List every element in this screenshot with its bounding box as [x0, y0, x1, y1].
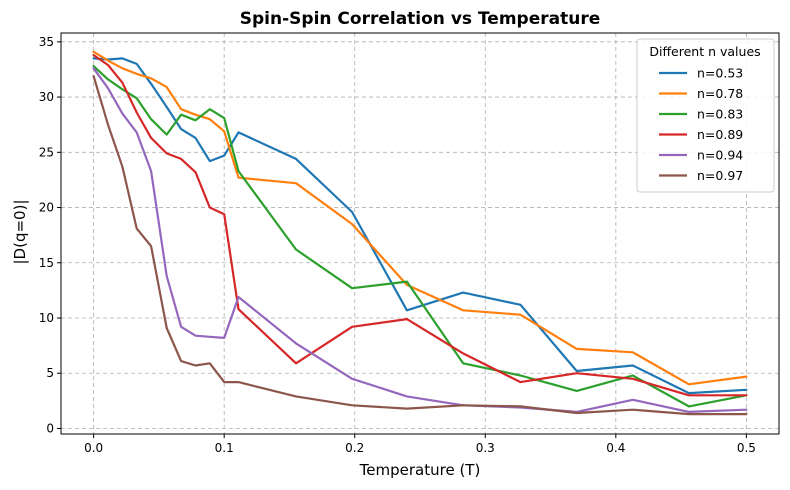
- series-line-n-0-78: [92, 50, 748, 386]
- legend-entries: n=0.53 n=0.78 n=0.83 n=0.89 n=0.94 n=0.97: [659, 66, 743, 183]
- chart-title: Spin-Spin Correlation vs Temperature: [240, 9, 600, 29]
- x-tick-label: 0.2: [345, 441, 364, 455]
- legend-label: n=0.53: [697, 66, 743, 81]
- y-tick-label: 10: [39, 311, 54, 325]
- y-tick-label: 15: [39, 256, 54, 270]
- x-axis-ticks: 0.0 0.1 0.2 0.3 0.4 0.5: [84, 434, 756, 455]
- legend-label: n=0.94: [697, 148, 743, 163]
- x-tick-label: 0.3: [476, 441, 495, 455]
- y-tick-label: 25: [39, 145, 54, 159]
- legend-label: n=0.78: [697, 86, 743, 101]
- legend-label: n=0.89: [697, 127, 743, 142]
- y-tick-label: 20: [39, 201, 54, 215]
- series-line-n-0-83: [92, 65, 748, 408]
- legend-box: [636, 38, 775, 193]
- x-tick-label: 0.5: [737, 441, 756, 455]
- y-axis-label: |D(q=0)|: [11, 200, 29, 265]
- legend-label: n=0.97: [697, 168, 743, 183]
- y-tick-label: 30: [39, 90, 54, 104]
- legend-title: Different n values: [649, 44, 760, 59]
- legend-label: n=0.83: [697, 107, 743, 122]
- x-tick-label: 0.0: [84, 441, 103, 455]
- series-line-n-0-97: [92, 75, 748, 416]
- x-tick-label: 0.4: [606, 441, 625, 455]
- x-axis-label: Temperature (T): [359, 461, 481, 479]
- y-axis-ticks: 0 5 10 15 20 25 30 35: [39, 35, 61, 435]
- plot-frame: [60, 32, 780, 435]
- legend: Different n values n=0.53n=0.78n=0.83n=0…: [636, 38, 775, 193]
- y-tick-label: 35: [39, 35, 54, 49]
- y-tick-label: 5: [46, 366, 54, 380]
- series-line-n-0-89: [92, 54, 748, 397]
- y-tick-label: 0: [46, 421, 54, 435]
- series-lines: [92, 50, 748, 416]
- x-tick-label: 0.1: [215, 441, 234, 455]
